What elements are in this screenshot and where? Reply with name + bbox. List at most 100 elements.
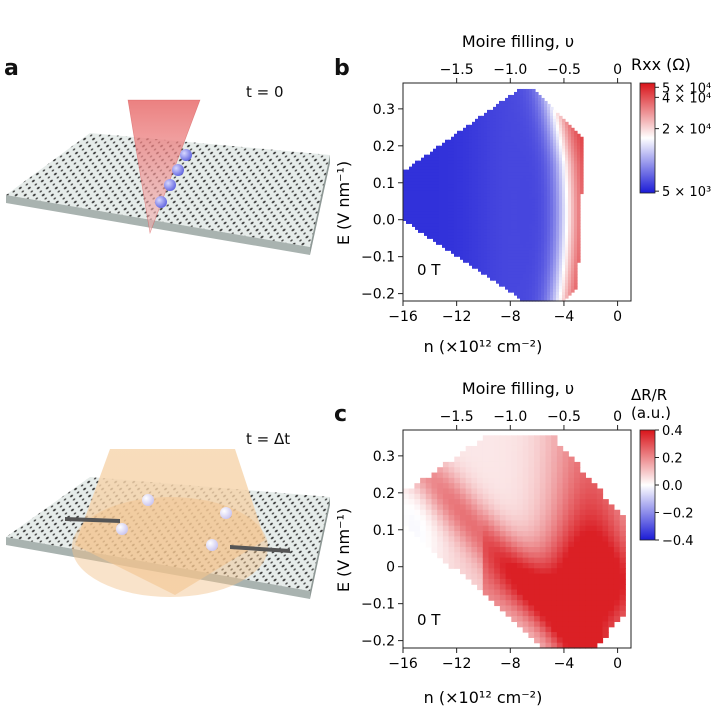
chart-b-heatmap-cell — [574, 139, 578, 144]
chart-c-heatmap-cell — [591, 578, 598, 585]
chart-c-heatmap-cell — [477, 562, 484, 569]
chart-b-heatmap-cell — [550, 187, 554, 192]
chart-b-heatmap-cell — [436, 178, 440, 183]
chart-b-heatmap-cell — [424, 190, 428, 195]
chart-b-heatmap-cell — [436, 205, 440, 210]
chart-b-heatmap-cell — [556, 139, 560, 144]
chart-b-heatmap-cell — [430, 211, 434, 215]
chart-b-heatmap-cell — [535, 175, 539, 180]
chart-c-heatmap-cell — [539, 584, 547, 591]
chart-b-heatmap-cell — [514, 190, 518, 195]
chart-b-heatmap-cell — [517, 262, 521, 266]
chart-b-heatmap-cell — [430, 184, 434, 189]
chart-b-heatmap-cell — [535, 268, 539, 272]
chart-c-heatmap-cell — [465, 504, 472, 511]
chart-b-heatmap-cell — [547, 121, 551, 126]
chart-c-heatmap-cell — [613, 525, 621, 532]
chart-b-heatmap-cell — [499, 283, 503, 287]
chart-b-heatmap-cell — [496, 199, 500, 204]
chart-b-heatmap-cell — [499, 160, 503, 165]
chart-b-heatmap-cell — [412, 208, 416, 213]
chart-b-heatmap-cell — [502, 235, 506, 239]
chart-b-heatmap-cell — [514, 289, 518, 293]
chart-c-heatmap-cell — [539, 525, 547, 532]
chart-b-heatmap-cell — [463, 259, 467, 263]
chart-c-top-axis-label: Moire filling, υ — [462, 379, 574, 398]
chart-c-heatmap-cell — [585, 483, 592, 490]
chart-b-heatmap-cell — [502, 226, 506, 230]
chart-b-heatmap-cell — [550, 190, 554, 195]
chart-c-heatmap-cell — [562, 504, 569, 511]
chart-c-heatmap-cell — [522, 499, 529, 506]
chart-b-heatmap-cell — [553, 298, 557, 302]
chart-b-heatmap-cell — [574, 286, 578, 290]
chart-b-heatmap-cell — [499, 262, 503, 266]
chart-b-heatmap-cell — [544, 295, 548, 299]
chart-b-heatmap-cell — [445, 151, 449, 156]
chart-b-heatmap-cell — [544, 103, 548, 108]
chart-b-heatmap-cell — [502, 166, 506, 171]
chart-b-heatmap-cell — [571, 196, 575, 201]
chart-b-heatmap-cell — [418, 160, 422, 165]
chart-b-heatmap-cell — [565, 184, 569, 189]
chart-b-heatmap-cell — [574, 154, 578, 159]
chart-b-heatmap-cell — [541, 166, 545, 171]
chart-b-heatmap-cell — [565, 127, 569, 132]
chart-b-heatmap-cell — [571, 169, 575, 174]
chart-c-heatmap-cell — [602, 600, 609, 607]
chart-b-heatmap-cell — [553, 145, 557, 150]
chart-b-heatmap-cell — [520, 220, 524, 224]
chart-c-heatmap-cell — [591, 584, 598, 591]
chart-b-heatmap-cell — [520, 205, 524, 210]
chart-b-heatmap-cell — [559, 133, 563, 138]
chart-b-heatmap-cell — [415, 184, 419, 189]
chart-b-heatmap-cell — [556, 214, 560, 218]
chart-c-heatmap-cell — [465, 477, 472, 484]
chart-c-heatmap-cell — [517, 504, 524, 511]
chart-b-heatmap-cell — [514, 265, 518, 269]
chart-b-heatmap-cell — [544, 178, 548, 183]
chart-b-heatmap-cell — [547, 127, 551, 132]
chart-b-heatmap-cell — [445, 187, 449, 192]
chart-b-heatmap-cell — [481, 115, 485, 120]
chart-b-heatmap-cell — [526, 226, 530, 230]
chart-b-heatmap-cell — [505, 235, 509, 239]
chart-b-heatmap-cell — [448, 157, 452, 162]
chart-c-heatmap-cell — [528, 499, 535, 506]
chart-b-heatmap-cell — [487, 217, 491, 221]
chart-b-heatmap-cell — [529, 193, 533, 198]
chart-b-heatmap-cell — [424, 202, 428, 207]
chart-b-heatmap-cell — [514, 268, 518, 272]
chart-b-heatmap-cell — [538, 202, 542, 207]
chart-b-heatmap-cell — [505, 199, 509, 204]
chart-b-heatmap-cell — [475, 211, 479, 215]
chart-b-heatmap-cell — [514, 178, 518, 183]
chart-b-heatmap-cell — [568, 271, 572, 275]
chart-b-heatmap-cell — [406, 193, 410, 198]
chart-b-heatmap-cell — [403, 196, 407, 201]
chart-b-heatmap-cell — [409, 208, 413, 213]
chart-b-heatmap-cell — [421, 175, 425, 180]
chart-b-heatmap-cell — [415, 214, 419, 218]
chart-c-heatmap-cell — [568, 504, 575, 511]
chart-c-heatmap-cell — [505, 451, 512, 458]
chart-b-heatmap-cell — [526, 151, 530, 156]
chart-c-heatmap-cell — [522, 626, 529, 633]
chart-b-heatmap-cell — [508, 271, 512, 275]
chart-b-heatmap-cell — [430, 160, 434, 165]
chart-b-heatmap-cell — [571, 217, 575, 221]
chart-b-heatmap-cell — [475, 169, 479, 174]
chart-b-heatmap-cell — [418, 193, 422, 198]
chart-c-heatmap-cell — [505, 557, 512, 564]
chart-c-heatmap-cell — [448, 477, 455, 484]
chart-b-heatmap-cell — [541, 283, 545, 287]
chart-c-heatmap-cell — [568, 557, 575, 564]
chart-c-heatmap-cell — [613, 552, 621, 559]
chart-b-heatmap-cell — [490, 205, 494, 210]
chart-b-heatmap-cell — [442, 208, 446, 213]
chart-c-heatmap-cell — [448, 488, 455, 495]
chart-b-heatmap-cell — [433, 196, 437, 201]
chart-c-heatmap-cell — [596, 536, 604, 543]
chart-c-heatmap-cell — [442, 520, 450, 527]
chart-c-heatmap-cell — [477, 509, 484, 516]
